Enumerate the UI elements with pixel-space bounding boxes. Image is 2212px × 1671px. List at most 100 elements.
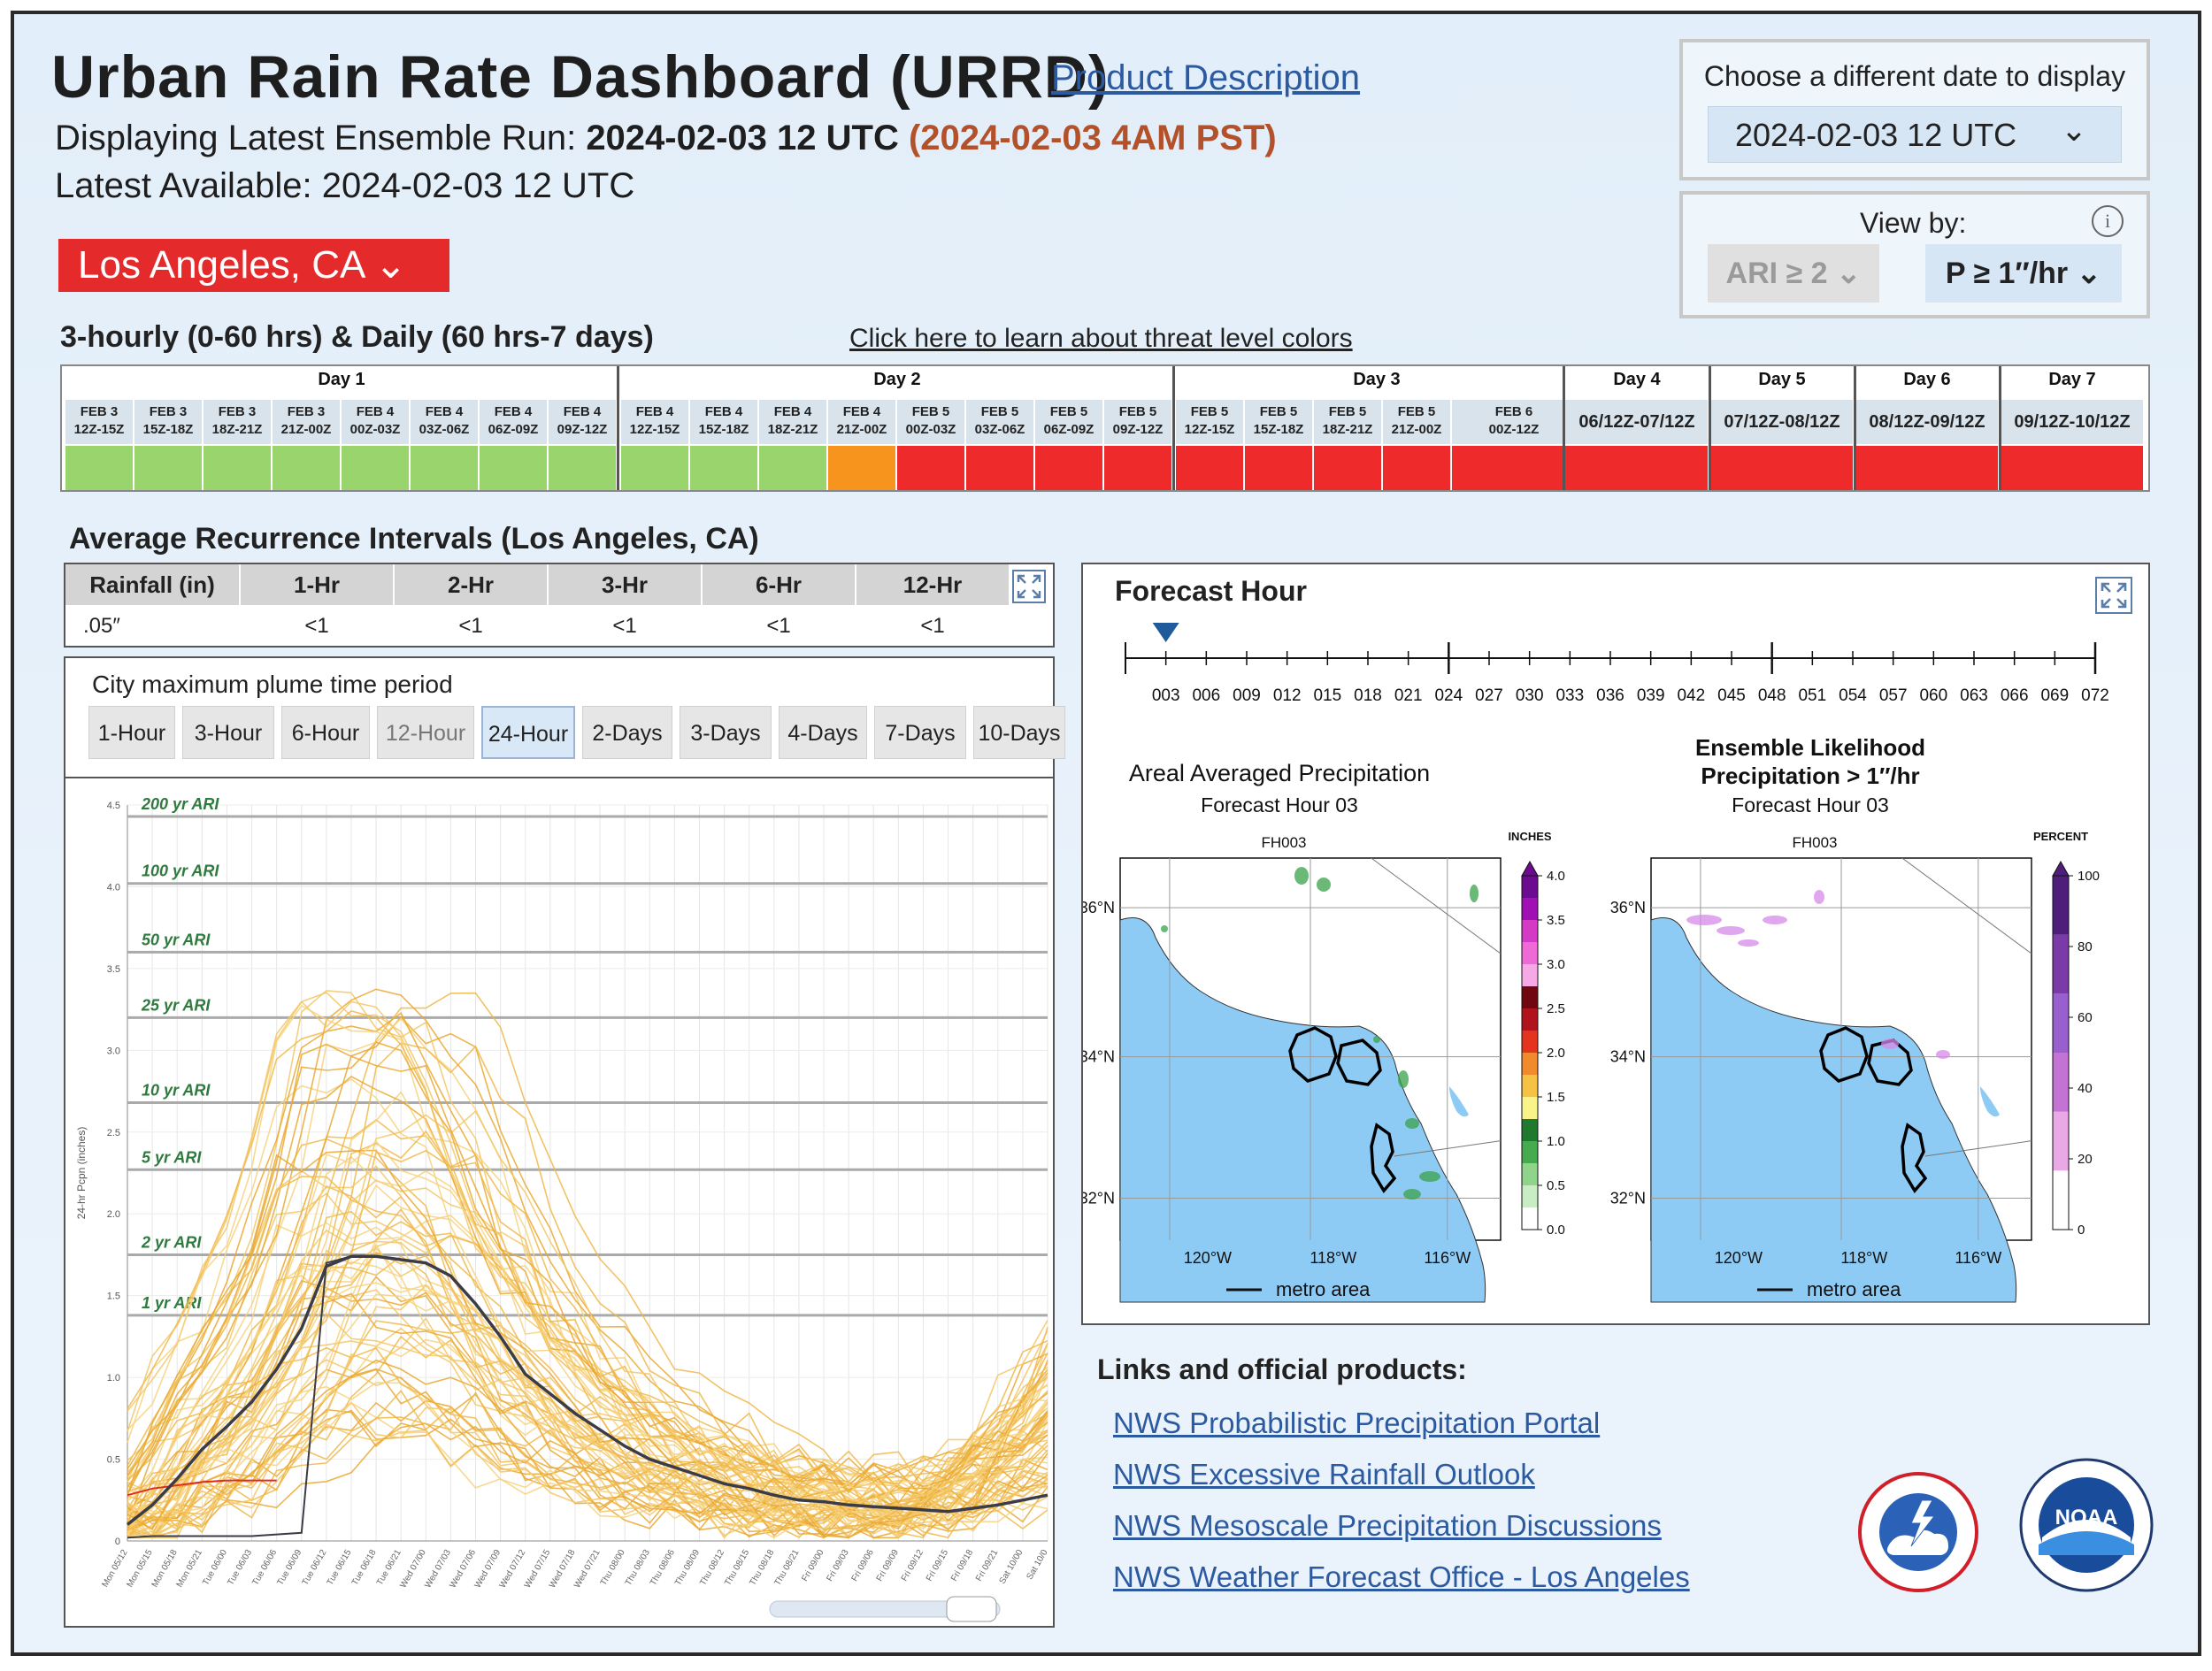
threat-period-label: FEB 5 12Z-15Z <box>1176 400 1243 444</box>
timeline-hour-label[interactable]: 036 <box>1596 686 1624 705</box>
timeline-hour-label[interactable]: 015 <box>1313 686 1341 705</box>
timeline-hour-label[interactable]: 054 <box>1839 686 1867 705</box>
threat-level-cell <box>690 446 757 490</box>
link-wfo-los-angeles[interactable]: NWS Weather Forecast Office - Los Angele… <box>1113 1560 1690 1593</box>
ari-cell: <1 <box>458 614 483 638</box>
timeline-hour-label[interactable]: 006 <box>1192 686 1220 705</box>
x-tick-label: Sat 10/00 <box>998 1548 1025 1586</box>
link-excessive-rainfall[interactable]: NWS Excessive Rainfall Outlook <box>1113 1458 1535 1491</box>
plume-heading: City maximum plume time period <box>92 671 453 698</box>
city-selector[interactable]: Los Angeles, CA ⌄ <box>58 239 449 292</box>
colorbar-label: 3.5 <box>1547 913 1565 928</box>
ensemble-member-line <box>127 1391 1048 1531</box>
y-tick-label: 1.5 <box>107 1292 120 1302</box>
precip-area <box>1763 916 1787 924</box>
tab-6-hour[interactable]: 6-Hour <box>281 706 370 759</box>
tab-1-hour[interactable]: 1-Hour <box>88 706 175 759</box>
ari-threshold-label: 5 yr ARI <box>142 1148 202 1166</box>
timeline-hour-label[interactable]: 042 <box>1677 686 1705 705</box>
threat-level-cell <box>1245 446 1312 490</box>
colorbar-segment <box>1522 1053 1538 1075</box>
threat-colors-link[interactable]: Click here to learn about threat level c… <box>849 324 1353 353</box>
longitude-label: 120°W <box>1715 1249 1763 1267</box>
timeline-hour-label[interactable]: 021 <box>1394 686 1423 705</box>
timeline-hour-label[interactable]: 024 <box>1434 686 1463 705</box>
timeline-hour-label[interactable]: 012 <box>1273 686 1302 705</box>
timeline-hour-label[interactable]: 069 <box>2040 686 2069 705</box>
ensemble-member-line <box>127 1409 1048 1539</box>
tab-24-hour[interactable]: 24-Hour <box>481 706 575 759</box>
expand-icon[interactable] <box>1012 570 1046 603</box>
view-by-precip-button[interactable]: P ≥ 1″/hr ⌄ <box>1925 244 2122 303</box>
latitude-label: 36°N <box>1610 899 1646 916</box>
threat-divider <box>1854 366 1856 490</box>
metro-outline <box>1370 1123 1397 1193</box>
colorbar-segment <box>2053 993 2069 1053</box>
x-tick-label: Thu 08/09 <box>673 1548 702 1588</box>
colorbar-segment <box>1522 1008 1538 1031</box>
noaa-logo[interactable]: NOAA <box>2017 1456 2155 1594</box>
colorbar-segment <box>1522 876 1538 898</box>
colorbar-label: 1.0 <box>1547 1134 1565 1149</box>
timeline-hour-label[interactable]: 033 <box>1555 686 1584 705</box>
ensemble-member-line <box>127 1423 1048 1539</box>
timeline-hour-label[interactable]: 039 <box>1637 686 1665 705</box>
timeline-hour-label[interactable]: 066 <box>2001 686 2029 705</box>
info-icon[interactable]: i <box>2092 205 2124 237</box>
selected-hour-marker <box>1152 623 1179 642</box>
threat-period-label: FEB 4 12Z-15Z <box>621 400 688 444</box>
threat-level-cell <box>1383 446 1450 490</box>
threat-period-label: FEB 3 15Z-18Z <box>134 400 202 444</box>
ensemble-member-line <box>127 1077 1048 1503</box>
timeline-hour-label[interactable]: 045 <box>1717 686 1746 705</box>
timeline-hour-label[interactable]: 027 <box>1475 686 1503 705</box>
x-tick-label: Fri 09/15 <box>925 1548 950 1583</box>
timeline-hour-label[interactable]: 060 <box>1919 686 1947 705</box>
tab-7-days[interactable]: 7-Days <box>874 706 966 759</box>
precip-area <box>1373 1036 1380 1043</box>
timeline-hour-label[interactable]: 018 <box>1354 686 1382 705</box>
timeline-hour-label[interactable]: 030 <box>1516 686 1544 705</box>
threat-level-cell <box>480 446 547 490</box>
nws-logo[interactable] <box>1856 1465 1980 1599</box>
longitude-label: 116°W <box>1424 1249 1471 1267</box>
view-by-ari-button[interactable]: ARI ≥ 2 ⌄ <box>1708 244 1879 303</box>
ari-rowval: .05″ <box>83 614 120 638</box>
timeline-hour-label[interactable]: 051 <box>1798 686 1826 705</box>
forecast-svg: 003 006 009 012 015 018 021 024 027 030 033 036 039 0… <box>1083 623 2109 1303</box>
tab-12-hour[interactable]: 12-Hour <box>377 706 474 759</box>
threat-period-label: FEB 5 18Z-21Z <box>1314 400 1381 444</box>
timeline-hour-label[interactable]: 003 <box>1152 686 1180 705</box>
colorbar-label: 80 <box>2078 939 2093 954</box>
threat-divider <box>1172 366 1175 490</box>
longitude-label: 118°W <box>1840 1249 1887 1267</box>
expand-icon[interactable] <box>2095 577 2132 614</box>
latitude-label: 36°N <box>1083 899 1115 916</box>
threat-level-cell <box>1035 446 1102 490</box>
threat-divider <box>1999 366 2001 490</box>
link-mesoscale-discussions[interactable]: NWS Mesoscale Precipitation Discussions <box>1113 1509 1662 1542</box>
tab-10-days[interactable]: 10-Days <box>973 706 1065 759</box>
timeline-hour-label[interactable]: 048 <box>1758 686 1786 705</box>
timeline-hour-label[interactable]: 057 <box>1879 686 1908 705</box>
colorbar-label: 0.5 <box>1547 1178 1565 1193</box>
threat-period-label: FEB 5 15Z-18Z <box>1245 400 1312 444</box>
threat-period-label: FEB 5 06Z-09Z <box>1035 400 1102 444</box>
ensemble-member-line <box>127 1284 1048 1539</box>
timeline-hour-label[interactable]: 063 <box>1960 686 1988 705</box>
timeline-hour-label[interactable]: 072 <box>2081 686 2109 705</box>
displaying-label: Displaying Latest Ensemble Run: <box>55 119 587 157</box>
ocean <box>1650 917 2017 1303</box>
timeline-hour-label[interactable]: 009 <box>1233 686 1261 705</box>
tab-3-days[interactable]: 3-Days <box>680 706 772 759</box>
link-probabilistic-portal[interactable]: NWS Probabilistic Precipitation Portal <box>1113 1407 1601 1439</box>
threat-period-label: 08/12Z-09/12Z <box>1856 400 1998 444</box>
product-description-link[interactable]: Product Description <box>1051 58 1361 97</box>
tab-2-days[interactable]: 2-Days <box>582 706 672 759</box>
date-select[interactable]: 2024-02-03 12 UTC ⌄ <box>1708 106 2122 163</box>
threat-section-title: 3-hourly (0-60 hrs) & Daily (60 hrs-7 da… <box>60 320 654 354</box>
tab-4-days[interactable]: 4-Days <box>779 706 867 759</box>
ensemble-member-line <box>127 1109 1048 1537</box>
tab-3-hour[interactable]: 3-Hour <box>182 706 274 759</box>
ari-table: Rainfall (in) .05″ 1-Hr <1 2-Hr <1 3-Hr <1 6-H… <box>64 563 1055 648</box>
